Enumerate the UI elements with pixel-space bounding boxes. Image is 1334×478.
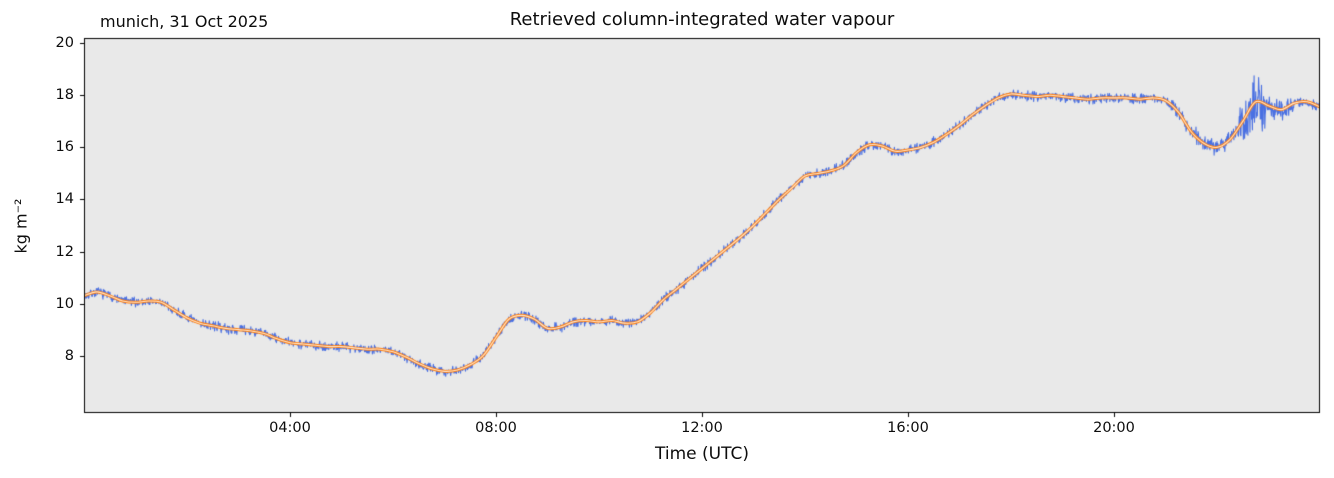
- y-tick-label: 10: [55, 295, 74, 312]
- chart-title: Retrieved column-integrated water vapour: [509, 9, 895, 30]
- x-tick-label: 20:00: [1093, 420, 1135, 436]
- x-tick-label: 04:00: [269, 420, 311, 436]
- y-tick-label: 12: [55, 243, 74, 260]
- x-tick-label: 16:00: [887, 420, 929, 436]
- x-tick-label: 12:00: [681, 420, 723, 436]
- y-tick-label: 20: [55, 35, 74, 52]
- x-axis-label: Time (UTC): [655, 444, 749, 464]
- y-tick-label: 8: [64, 347, 74, 364]
- station-date-annotation: munich, 31 Oct 2025: [100, 12, 269, 31]
- y-tick-label: 18: [55, 87, 74, 104]
- y-tick-label: 16: [55, 139, 74, 156]
- y-tick-label: 14: [55, 191, 74, 208]
- x-tick-label: 08:00: [475, 420, 517, 436]
